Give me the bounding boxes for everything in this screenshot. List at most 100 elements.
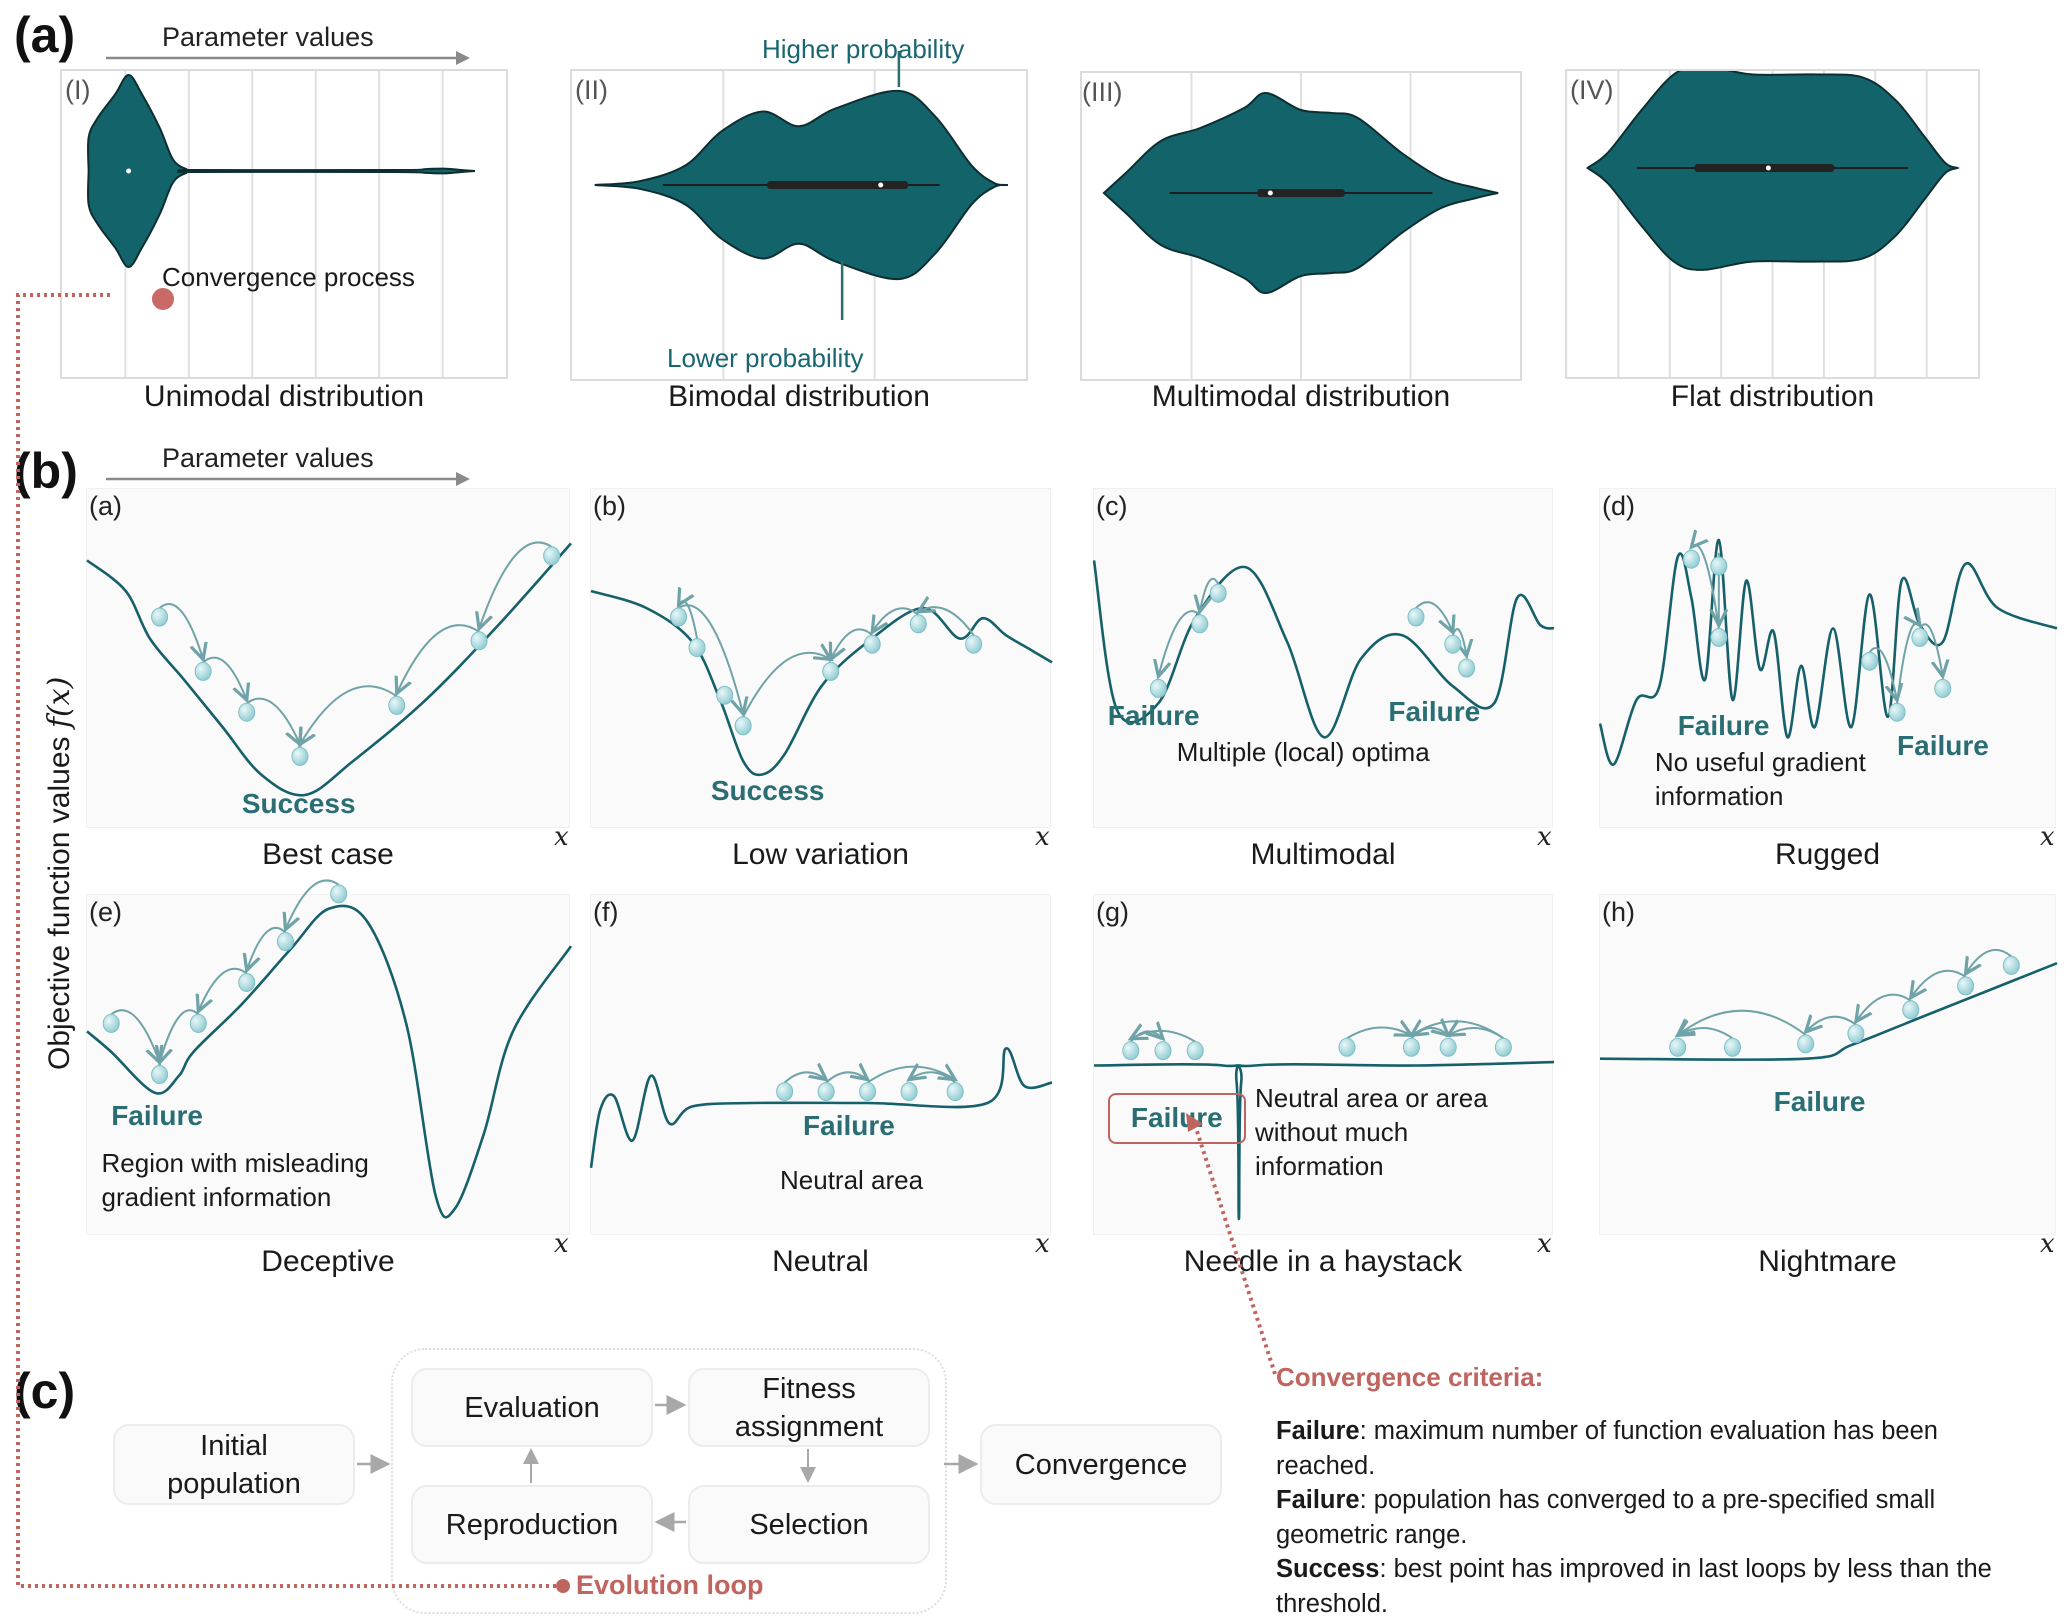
annotation-text: Multiple (local) optima bbox=[1176, 737, 1430, 768]
violin-plot-bimodal bbox=[594, 51, 1008, 379]
x-axis-symbol: x bbox=[2040, 822, 2055, 852]
candidate-point bbox=[1407, 607, 1425, 627]
violin-plot-flat bbox=[1585, 65, 1961, 377]
panel-tag: (II) bbox=[575, 75, 608, 105]
param-axis-arrow-a bbox=[106, 51, 470, 65]
search-step-arrow bbox=[1158, 610, 1201, 676]
violin-panel-flat: (IV) bbox=[1565, 65, 1980, 379]
criteria-status: Failure bbox=[1276, 1417, 1360, 1445]
y-axis-symbol: f(x) bbox=[42, 676, 77, 729]
objective-curve bbox=[1599, 961, 2058, 1061]
candidate-point bbox=[543, 546, 561, 566]
search-step-arrow bbox=[1678, 1009, 1807, 1036]
criteria-text: : best point has improved in last loops … bbox=[1276, 1555, 1992, 1618]
evaluation-node[interactable]: Evaluation bbox=[411, 1368, 653, 1447]
candidate-point bbox=[2002, 955, 2020, 975]
search-step-arrow bbox=[1411, 1021, 1504, 1040]
landscape-plot bbox=[86, 541, 572, 797]
fitness-assignment-node[interactable]: Fitness assignment bbox=[688, 1368, 930, 1447]
landscape-caption: Multimodal bbox=[1250, 838, 1396, 871]
search-step-arrow bbox=[1691, 545, 1720, 629]
landscape-panel-needle-in-a-haystack: (g) Neutral area or area without much inf… bbox=[1093, 894, 1555, 1235]
violin-median bbox=[1765, 165, 1771, 171]
landscape-caption: Deceptive bbox=[261, 1245, 395, 1278]
caption-multimodal: Multimodal distribution bbox=[1151, 380, 1451, 413]
search-step-arrow bbox=[1911, 969, 1967, 998]
search-step-arrow bbox=[1451, 628, 1467, 656]
panel-tag: (h) bbox=[1602, 897, 1635, 927]
outcome-label: Failure bbox=[1773, 1086, 1866, 1118]
landscape-caption: Neutral bbox=[772, 1245, 869, 1278]
node-label: Fitness assignment bbox=[734, 1372, 884, 1443]
selection-node[interactable]: Selection bbox=[688, 1485, 930, 1564]
annotation-text: Region with misleading gradient informat… bbox=[101, 1147, 369, 1212]
candidate-point bbox=[102, 1013, 120, 1033]
panel-tag: (III) bbox=[1082, 77, 1123, 107]
x-axis-symbol: x bbox=[1035, 1229, 1050, 1259]
criteria-text: : population has converged to a pre-spec… bbox=[1276, 1486, 1936, 1549]
criteria-text: : maximum number of function evaluation … bbox=[1276, 1417, 1938, 1480]
candidate-point bbox=[1957, 976, 1975, 996]
search-step-arrow bbox=[246, 697, 300, 745]
outcome-label: Success bbox=[710, 774, 825, 806]
criteria-item: Failure: population has converged to a p… bbox=[1276, 1483, 2036, 1552]
panel-tag: (b) bbox=[593, 491, 626, 521]
candidate-point bbox=[688, 638, 706, 658]
search-step-arrow bbox=[202, 656, 247, 701]
x-axis-symbol: x bbox=[1537, 822, 1552, 852]
violin-median bbox=[1267, 190, 1273, 196]
violin-iqr-box bbox=[1694, 164, 1835, 172]
candidate-point bbox=[238, 702, 256, 722]
section-b-label: (b) bbox=[14, 443, 78, 499]
candidate-point bbox=[1847, 1024, 1865, 1044]
candidate-point bbox=[965, 634, 983, 654]
node-label: Evaluation bbox=[464, 1391, 600, 1424]
search-step-arrow bbox=[783, 1072, 826, 1084]
candidate-point bbox=[863, 634, 881, 654]
reproduction-node[interactable]: Reproduction bbox=[411, 1485, 653, 1564]
node-label: Convergence bbox=[1014, 1448, 1188, 1481]
candidate-point bbox=[670, 607, 688, 627]
violin-median bbox=[126, 168, 132, 174]
candidate-point bbox=[1710, 627, 1728, 647]
objective-curve bbox=[590, 589, 1053, 777]
landscape-caption: Needle in a haystack bbox=[1183, 1245, 1463, 1278]
search-step-arrow bbox=[825, 1072, 867, 1084]
search-step-arrow bbox=[300, 685, 398, 744]
x-axis-symbol: x bbox=[1537, 1229, 1552, 1259]
convergence-criteria-list: Failure: maximum number of function eval… bbox=[1276, 1414, 2036, 1621]
search-step-arrow bbox=[479, 541, 553, 628]
outcome-label: Failure bbox=[1897, 730, 1989, 762]
objective-curve bbox=[589, 1047, 1053, 1169]
caption-flat: Flat distribution bbox=[1670, 380, 1875, 413]
panel-tag: (d) bbox=[1602, 491, 1635, 521]
evolution-loop-label: Evolution loop bbox=[576, 1570, 764, 1600]
landscape-panel-rugged: (d) Failure Failure No useful gradient info… bbox=[1598, 488, 2058, 828]
candidate-point bbox=[734, 716, 752, 736]
search-step-arrow bbox=[1966, 948, 2012, 974]
candidate-point bbox=[1669, 1037, 1687, 1057]
candidate-point bbox=[1122, 1041, 1140, 1061]
initial-population-node[interactable]: Initial population bbox=[113, 1424, 355, 1505]
candidate-point bbox=[1902, 1000, 1920, 1020]
outcome-label: Success bbox=[241, 788, 356, 820]
candidate-point bbox=[1911, 627, 1929, 647]
y-axis-label: Objective function values f(x) bbox=[42, 677, 77, 1070]
violin-iqr-box bbox=[1257, 189, 1345, 197]
search-step-arrow bbox=[1200, 577, 1220, 612]
candidate-point bbox=[330, 884, 348, 904]
violin-iqr-box bbox=[767, 181, 908, 189]
search-step-arrow bbox=[1919, 623, 1943, 676]
candidate-point bbox=[1154, 1041, 1172, 1061]
outcome-label: Failure bbox=[803, 1109, 895, 1141]
candidate-point bbox=[1861, 651, 1879, 671]
candidate-point bbox=[1710, 556, 1728, 576]
convergence-node[interactable]: Convergence bbox=[980, 1424, 1222, 1505]
criteria-status: Failure bbox=[1276, 1486, 1360, 1514]
search-step-arrow bbox=[1806, 1017, 1857, 1032]
candidate-point bbox=[1338, 1037, 1356, 1057]
search-step-arrow bbox=[918, 607, 975, 636]
boxed-failure-label: Failure bbox=[1107, 1092, 1246, 1144]
candidate-point bbox=[776, 1082, 794, 1102]
caption-unimodal: Unimodal distribution bbox=[143, 380, 425, 413]
